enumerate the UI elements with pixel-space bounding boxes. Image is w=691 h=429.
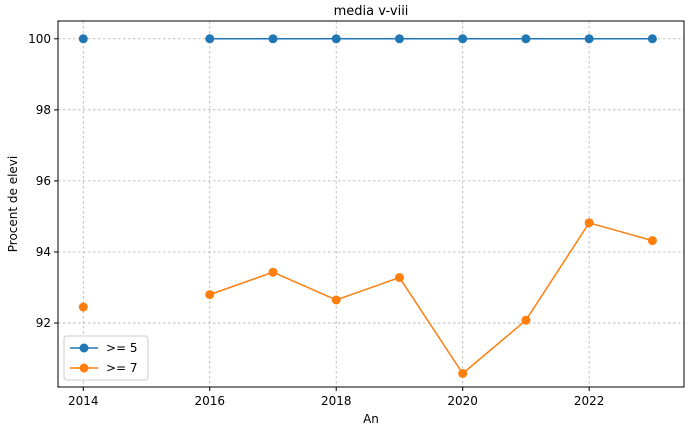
y-tick-label: 96 bbox=[36, 174, 51, 188]
y-tick-label: 94 bbox=[36, 245, 51, 259]
series-2 bbox=[78, 218, 657, 378]
y-axis-label: Procent de elevi bbox=[6, 156, 20, 253]
data-point bbox=[331, 34, 341, 44]
x-tick-label: 2014 bbox=[68, 394, 99, 408]
chart-title: media v-viii bbox=[334, 4, 409, 19]
legend-marker bbox=[79, 363, 89, 373]
data-point bbox=[205, 290, 215, 300]
series-group bbox=[78, 34, 657, 378]
data-point bbox=[205, 34, 215, 44]
data-point bbox=[331, 295, 341, 305]
data-point bbox=[521, 315, 531, 325]
data-point bbox=[458, 34, 468, 44]
data-point bbox=[647, 236, 657, 246]
x-tick-label: 2018 bbox=[321, 394, 352, 408]
x-axis-label: An bbox=[363, 412, 379, 426]
data-point bbox=[647, 34, 657, 44]
data-point bbox=[78, 302, 88, 312]
data-point bbox=[268, 267, 278, 277]
data-point bbox=[394, 34, 404, 44]
data-point bbox=[584, 34, 594, 44]
x-tick-label: 2022 bbox=[574, 394, 605, 408]
data-point bbox=[394, 273, 404, 283]
data-point bbox=[268, 34, 278, 44]
data-point bbox=[521, 34, 531, 44]
legend: >= 5 >= 7 bbox=[63, 335, 149, 381]
legend-label: >= 7 bbox=[106, 361, 138, 375]
y-tick-label: 92 bbox=[36, 316, 51, 330]
series-1 bbox=[78, 34, 657, 44]
plot-frame bbox=[57, 20, 685, 388]
legend-marker bbox=[79, 343, 89, 353]
legend-item: >= 7 bbox=[70, 361, 138, 375]
data-point bbox=[584, 218, 594, 228]
axis-ticks: 2014 2016 2018 2020 2022 92 94 96 98 100 bbox=[28, 32, 604, 408]
x-tick-label: 2020 bbox=[447, 394, 478, 408]
data-point bbox=[78, 34, 88, 44]
legend-item: >= 5 bbox=[70, 341, 138, 355]
data-point bbox=[458, 368, 468, 378]
x-tick-label: 2016 bbox=[194, 394, 225, 408]
legend-label: >= 5 bbox=[106, 341, 138, 355]
y-tick-label: 100 bbox=[28, 32, 51, 46]
series-line bbox=[209, 221, 653, 375]
y-tick-label: 98 bbox=[36, 103, 51, 117]
